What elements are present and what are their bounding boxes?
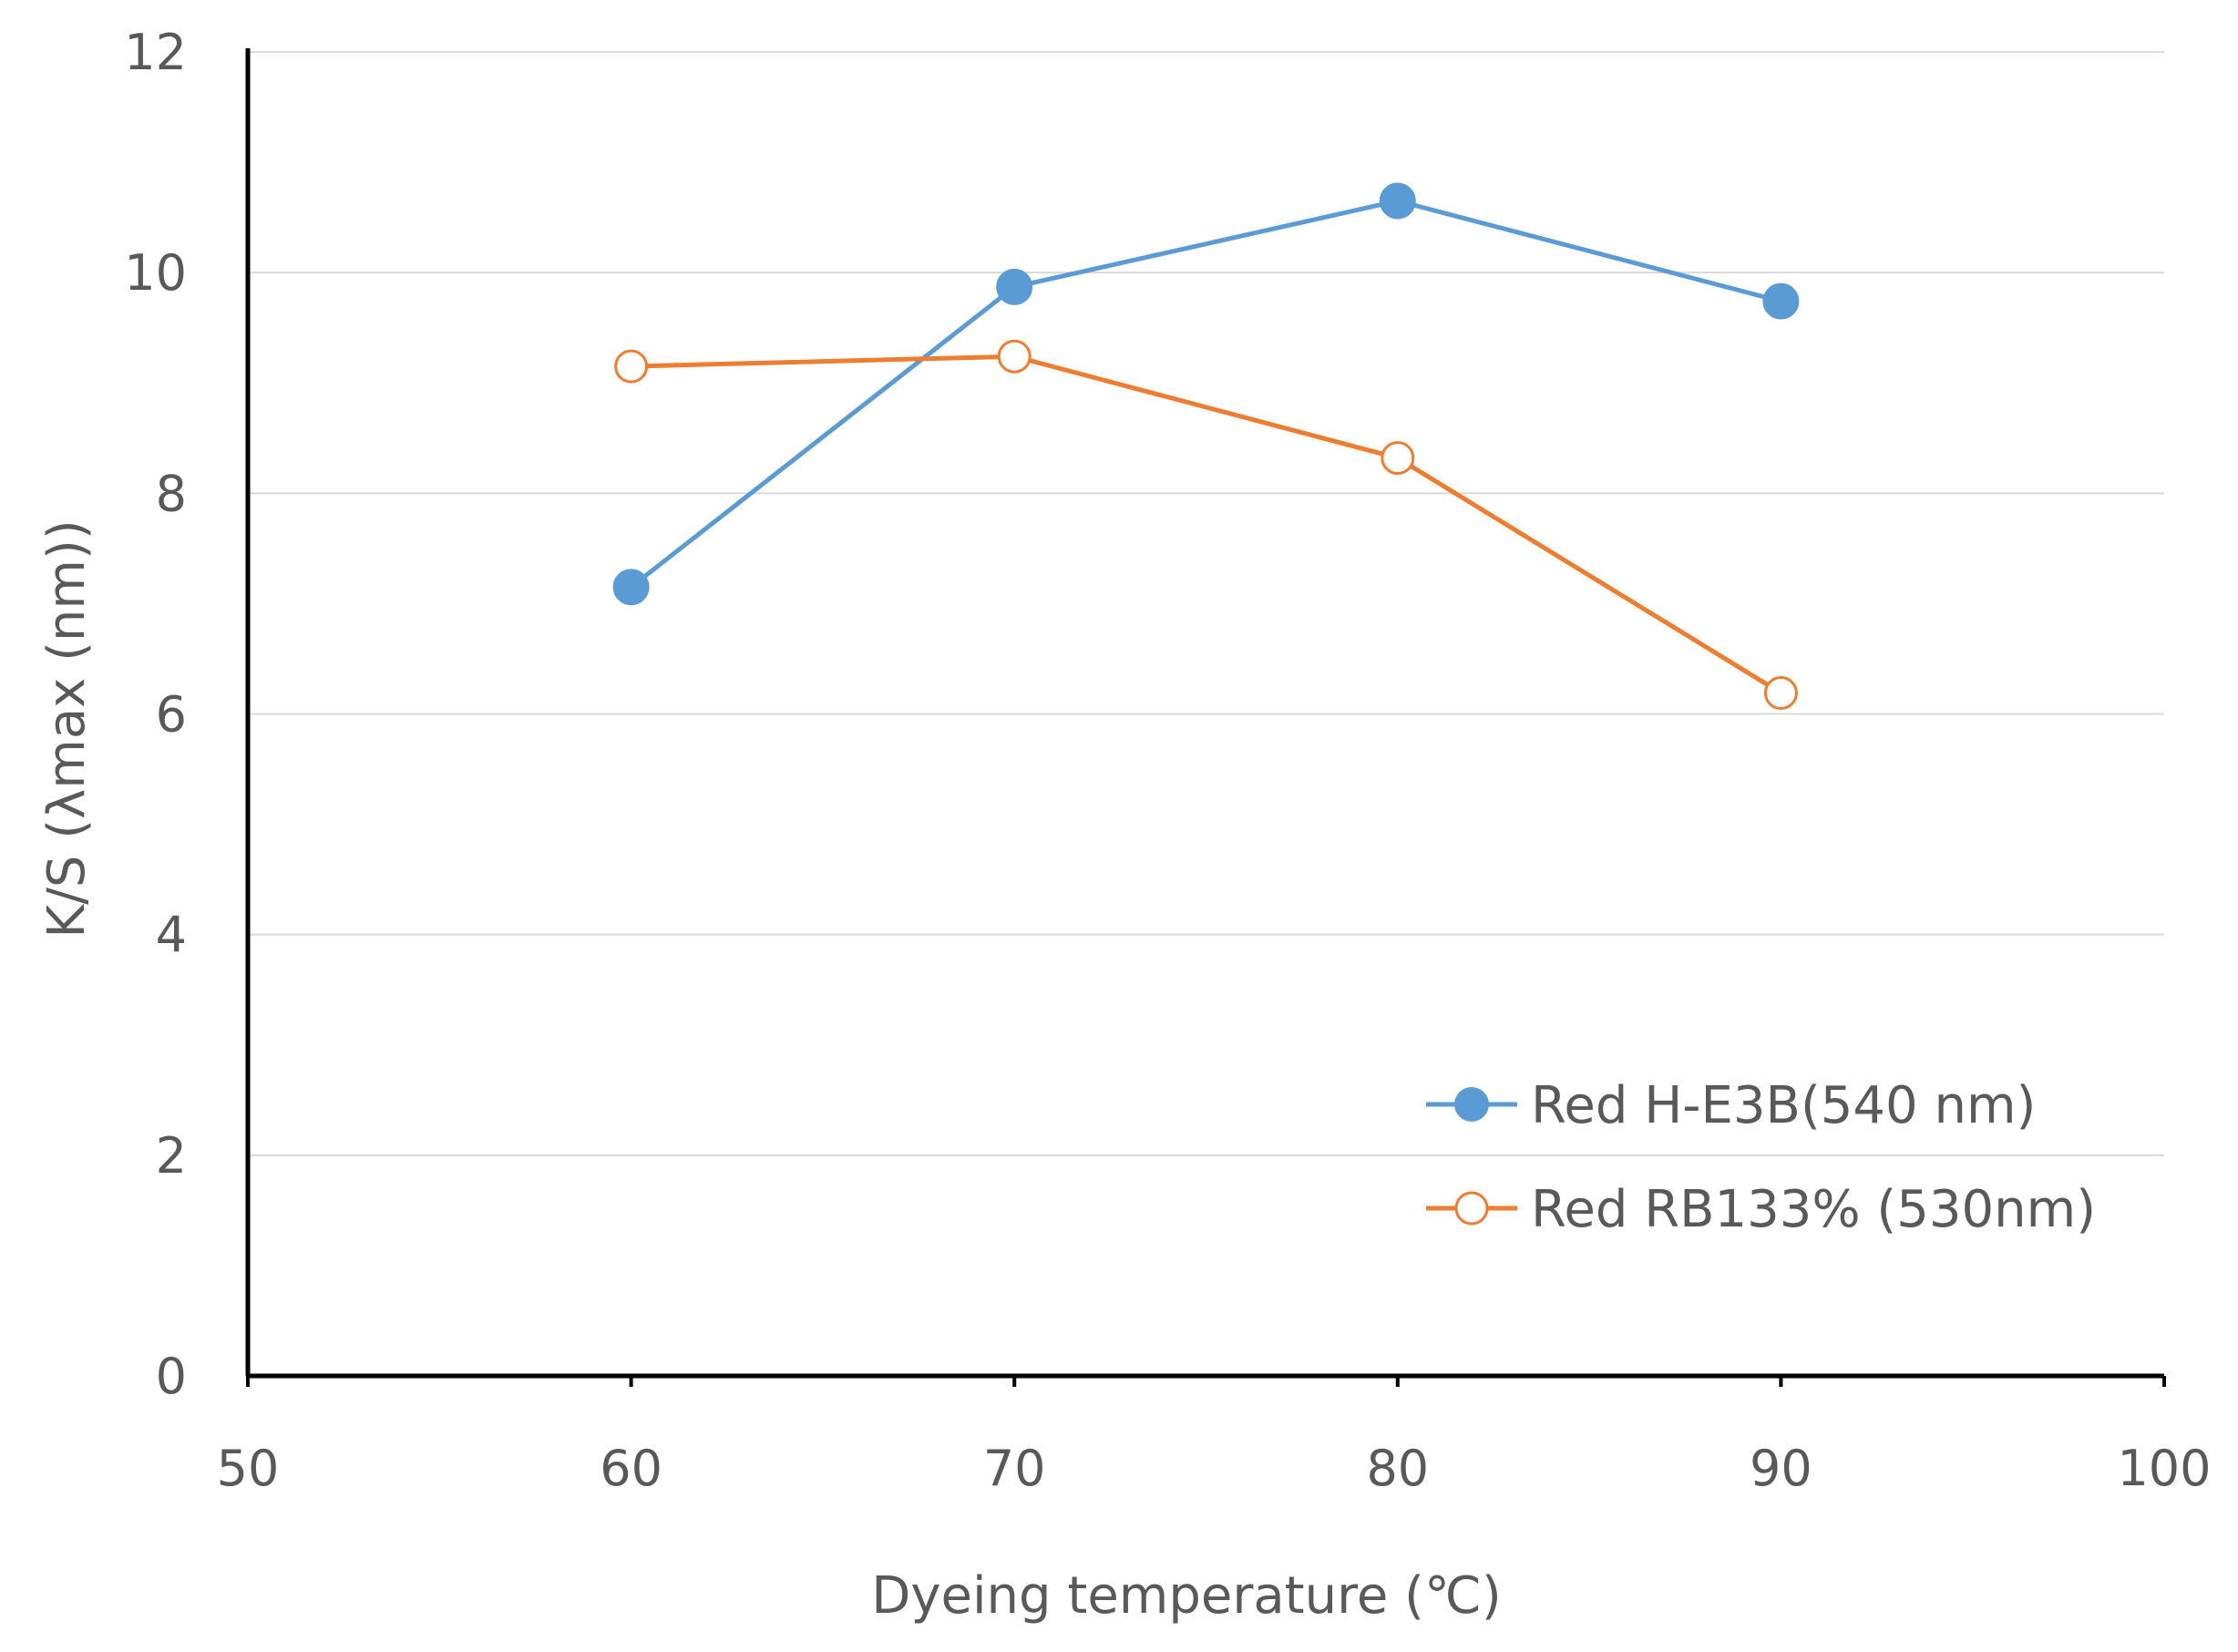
x-tick-label: 100 (2117, 1440, 2211, 1497)
data-point-series-2 (997, 339, 1032, 374)
tick-labels: 50 60 70 80 90 100 0 2 4 6 8 10 12 (124, 24, 2211, 1497)
y-tick-label: 6 (156, 686, 187, 744)
y-tick-label: 4 (156, 907, 187, 964)
legend-marker-2 (1454, 1191, 1489, 1226)
legend-marker-1 (1454, 1087, 1489, 1122)
y-tick-label: 8 (156, 465, 187, 522)
y-axis-title: K/S (λmax (nm)) (37, 519, 97, 938)
y-tick-label: 0 (156, 1348, 187, 1405)
data-point-series-1 (612, 569, 650, 606)
axes (245, 48, 2166, 1387)
x-axis-title: Dyeing temperature (℃) (871, 1566, 1502, 1626)
data-point-series-2 (614, 349, 649, 384)
y-tick-label: 2 (156, 1127, 187, 1185)
y-tick-label: 10 (124, 244, 187, 302)
legend-label-2: Red RB133% (530nm) (1531, 1180, 2096, 1239)
data-point-series-2 (1763, 675, 1798, 710)
series-line-1 (630, 198, 1782, 590)
x-tick-label: 70 (983, 1440, 1046, 1497)
legend-label-1: Red H-E3B(540 nm) (1531, 1076, 2036, 1135)
x-tick-label: 60 (600, 1440, 662, 1497)
data-point-series-2 (1381, 441, 1415, 476)
gridlines (248, 51, 2164, 1156)
y-tick-label: 12 (124, 24, 187, 81)
legend: Red H-E3B(540 nm) Red RB133% (530nm) (1426, 1076, 2096, 1239)
data-point-series-1 (1762, 282, 1800, 320)
x-tick-label: 90 (1750, 1440, 1812, 1497)
x-tick-label: 80 (1366, 1440, 1429, 1497)
series-layer (612, 182, 1800, 710)
data-point-series-1 (996, 268, 1033, 305)
x-tick-label: 50 (217, 1440, 280, 1497)
data-point-series-1 (1379, 182, 1416, 220)
series-line-2 (631, 354, 1782, 695)
